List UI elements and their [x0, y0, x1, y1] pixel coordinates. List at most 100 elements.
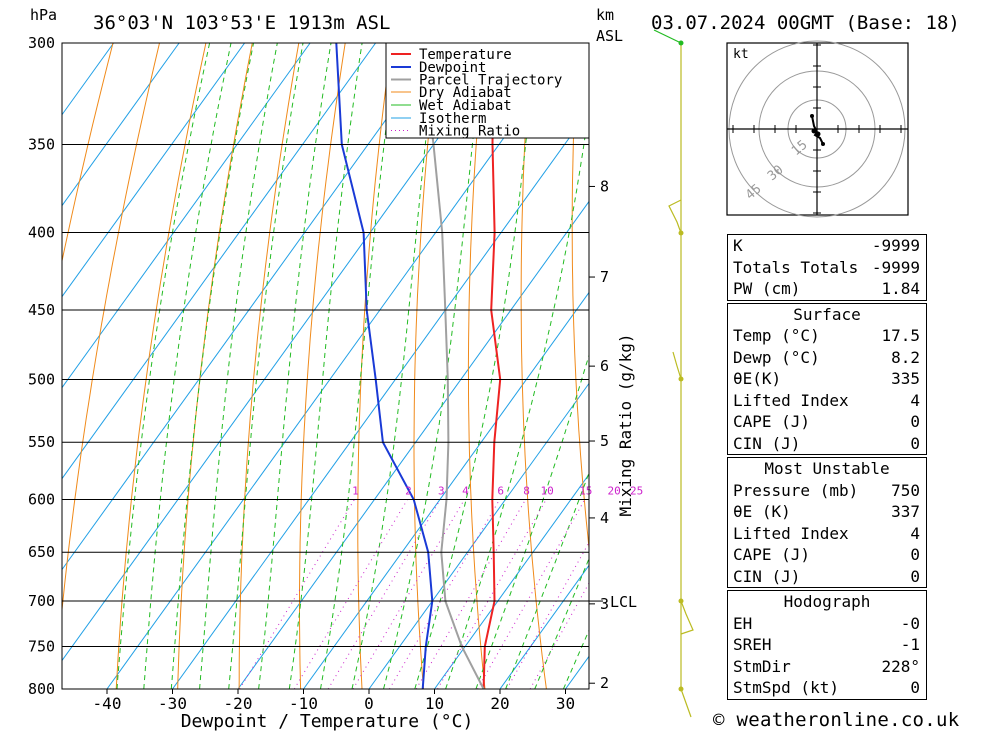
hs-stmdir-value: 228° [881, 656, 920, 676]
legend-label-dry-adiabat: Dry Adiabat [419, 85, 512, 101]
most-unstable-row: θE (K) 337 [728, 501, 926, 523]
series-temperature-line [482, 43, 502, 689]
hodograph-point-2 [811, 128, 817, 134]
dry-adiabat-line [520, 43, 547, 689]
isotherm-line [237, 200, 589, 689]
surface-row: Temp (°C) 17.5 [728, 325, 926, 347]
mixing-ratio-axis-title: Mixing Ratio (g/kg) [616, 333, 635, 516]
dry-adiabat-line [62, 43, 160, 615]
wet-adiabat-line [116, 43, 211, 689]
mu-li-label: Lifted Index [733, 523, 849, 543]
pressure-tick-label: 400 [28, 223, 55, 241]
surface-row: Dewp (°C) 8.2 [728, 347, 926, 369]
lcl-label: LCL [610, 593, 637, 611]
legend-label-isotherm: Isotherm [419, 111, 486, 127]
wet-adiabat-line [258, 43, 332, 689]
hodograph-stats-title: Hodograph [783, 592, 871, 611]
pressure-tick-label: 300 [28, 34, 55, 52]
mixing-ratio-label: 10 [541, 485, 554, 498]
x-tick-label: 20 [490, 694, 509, 713]
wind-barb-800 [680, 688, 692, 718]
pressure-tick-label: 650 [28, 543, 55, 561]
surface-cape-value: 0 [910, 412, 920, 431]
surface-thetae-label: θE(K) [733, 369, 782, 388]
mixing-ratio-label: 25 [630, 485, 643, 498]
x-tick-label: -40 [93, 694, 122, 713]
x-tick-label: 10 [425, 694, 444, 713]
profile-lines [335, 43, 502, 689]
hodograph-stats-box: Hodograph EH -0 SREH -1 StmDir 228° StmS… [727, 590, 927, 700]
mu-thetae-label: θE (K) [733, 502, 791, 521]
dry-adiabat-line [949, 43, 1000, 689]
location-title: 36°03'N 103°53'E 1913m ASL [93, 12, 390, 34]
x-tick-label: -30 [158, 694, 187, 713]
pressure-tick-label: 800 [28, 680, 55, 698]
mixing-ratio-line [506, 541, 589, 689]
indices-totals-label: Totals Totals [733, 257, 859, 277]
wind-point-700 [678, 598, 684, 604]
wind-barb-700 [680, 600, 694, 635]
surface-box: Surface Temp (°C) 17.5 Dewp (°C) 8.2 θE(… [727, 302, 927, 455]
wet-adiabat-line [351, 43, 438, 689]
indices-row-pw: PW (cm) 1.84 [728, 278, 926, 300]
surface-li-value: 4 [910, 390, 920, 410]
hs-eh-value: -0 [900, 613, 920, 633]
wind-barb-500 [672, 351, 682, 380]
indices-k-value: -9999 [871, 236, 920, 255]
x-tick-label: -10 [289, 694, 318, 713]
mu-cin-label: CIN (J) [733, 566, 801, 586]
hs-stmdir-label: StmDir [733, 656, 791, 676]
surface-temp-value: 17.5 [881, 326, 920, 345]
isotherm-line [62, 43, 442, 571]
pressure-tick-label: 450 [28, 301, 55, 319]
height-tick-label: 3 [600, 595, 609, 613]
dry-adiabat-line [177, 43, 253, 689]
wind-point-500 [678, 376, 684, 382]
mixing-ratio-line [327, 499, 441, 689]
legend-label-wet-adiabat: Wet Adiabat [419, 98, 512, 114]
isobars [62, 42, 589, 690]
surface-cin-label: CIN (J) [733, 433, 801, 453]
wind-point-800 [678, 686, 684, 692]
wet-adiabat-line [445, 105, 589, 689]
mixing-ratio-line [352, 499, 465, 689]
most-unstable-row: Pressure (mb) 750 [728, 480, 926, 502]
surface-cape-label: CAPE (J) [733, 412, 811, 431]
isotherm-line [62, 43, 180, 207]
hs-sreh-label: SREH [733, 635, 772, 654]
isotherm-line [368, 382, 589, 689]
most-unstable-row: Lifted Index 4 [728, 523, 926, 545]
plot-frame [61, 42, 590, 690]
hodograph-point-4 [821, 142, 825, 146]
hodograph-stats-row: StmSpd (kt) 0 [728, 677, 926, 699]
pressure-tick-label: 600 [28, 491, 55, 509]
x-tick-label: -20 [224, 694, 253, 713]
isotherm-line [172, 109, 589, 689]
wind-barb-400 [668, 199, 682, 234]
mixing-ratio-line [239, 499, 355, 689]
legend-label-parcel: Parcel Trajectory [419, 73, 562, 89]
surface-dewp-label: Dewp (°C) [733, 347, 820, 367]
indices-box: K -9999 Totals Totals -9999 PW (cm) 1.84 [727, 234, 927, 301]
wet-adiabat-line [320, 43, 398, 689]
hodograph: kt 15 30 45 [726, 40, 909, 218]
hodograph-stats-row: EH -0 [728, 613, 926, 635]
indices-row-k: K -9999 [728, 235, 926, 257]
mixing-ratio-line [293, 499, 408, 689]
mixing-ratio-label: 3 [438, 485, 445, 498]
wind-profile [653, 29, 694, 718]
most-unstable-row: CAPE (J) 0 [728, 544, 926, 566]
isotherm-line [106, 43, 573, 689]
hodograph-unit-label: kt [733, 47, 749, 62]
isotherm-line [62, 43, 246, 298]
height-tick-label: 8 [600, 177, 609, 195]
height-tick-label: 4 [600, 509, 609, 527]
isotherm-line [62, 43, 377, 480]
isotherm-line [62, 43, 508, 662]
pressure-tick-label: 500 [28, 370, 55, 388]
x-axis-title: Dewpoint / Temperature (°C) [181, 711, 474, 732]
hodograph-stats-row: StmDir 228° [728, 656, 926, 678]
mixing-ratio-label: 15 [579, 485, 592, 498]
copyright-link[interactable]: © weatheronline.co.uk [713, 709, 960, 731]
